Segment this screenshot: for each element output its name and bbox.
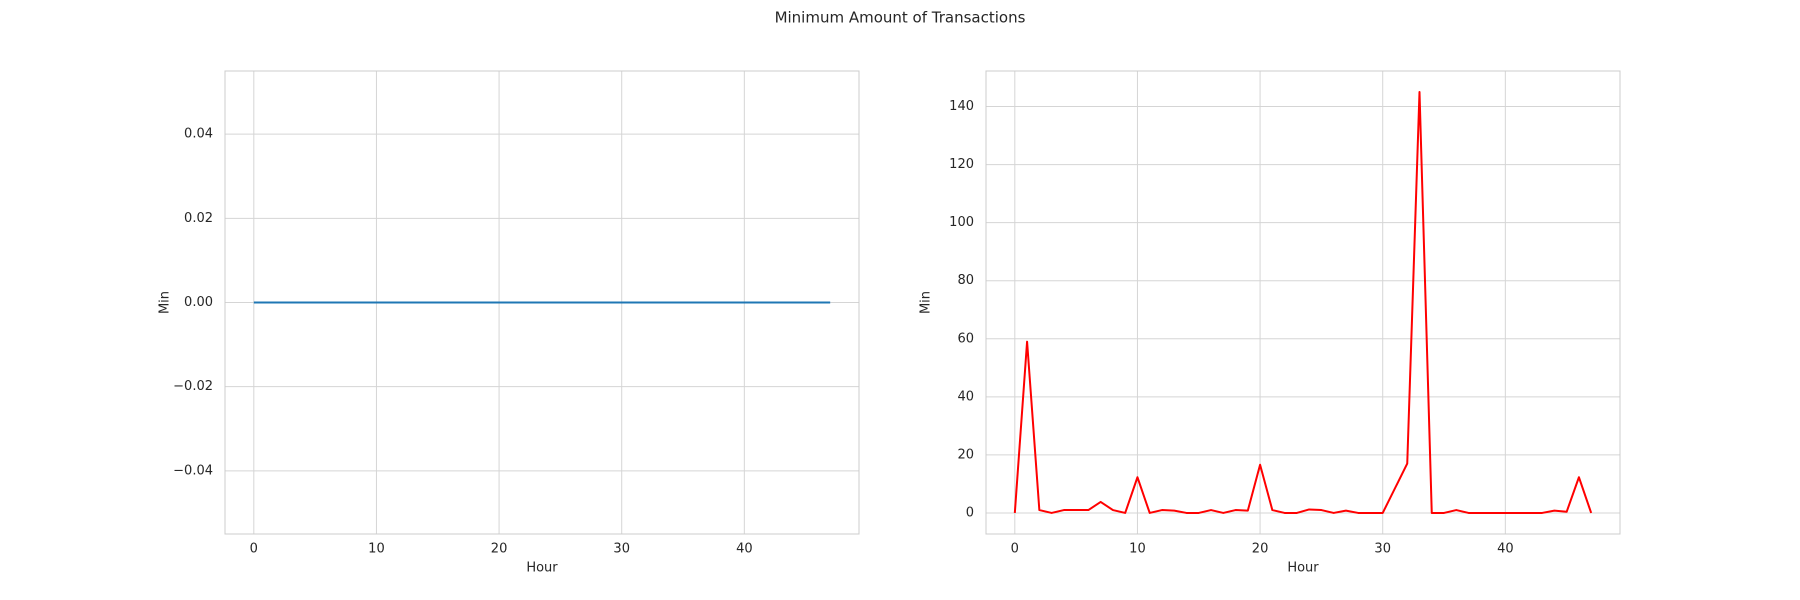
x-tick-label: 0	[250, 542, 258, 557]
y-tick-label: 0.04	[184, 127, 213, 142]
x-tick-label: 10	[368, 542, 385, 557]
y-tick-label: 80	[957, 273, 974, 288]
y-tick-label: 40	[957, 389, 974, 404]
data-line	[1013, 91, 1593, 514]
x-tick-label: 30	[1374, 542, 1391, 557]
x-axis-label: Hour	[526, 561, 558, 576]
y-tick-label: 20	[957, 447, 974, 462]
y-tick-label: 0.02	[184, 211, 213, 226]
x-tick-label: 10	[1129, 542, 1146, 557]
x-tick-label: 20	[491, 542, 508, 557]
y-tick-label: −0.04	[173, 463, 213, 478]
y-tick-label: −0.02	[173, 379, 213, 394]
y-tick-label: 140	[949, 99, 974, 114]
x-tick-label: 0	[1011, 542, 1019, 557]
figure-title: Minimum Amount of Transactions	[775, 9, 1026, 27]
y-tick-label: 100	[949, 215, 974, 230]
y-axis-label: Min	[158, 291, 173, 314]
x-tick-label: 40	[1497, 542, 1514, 557]
axes-frame	[224, 70, 860, 535]
y-tick-label: 60	[957, 331, 974, 346]
y-tick-label: 0	[966, 505, 974, 520]
y-tick-label: 0.00	[184, 295, 213, 310]
y-axis-label: Min	[919, 291, 934, 314]
x-tick-label: 20	[1252, 542, 1269, 557]
axes-frame	[985, 70, 1621, 535]
x-tick-label: 30	[613, 542, 630, 557]
x-axis-label: Hour	[1287, 561, 1319, 576]
x-tick-label: 40	[736, 542, 753, 557]
y-tick-label: 120	[949, 157, 974, 172]
